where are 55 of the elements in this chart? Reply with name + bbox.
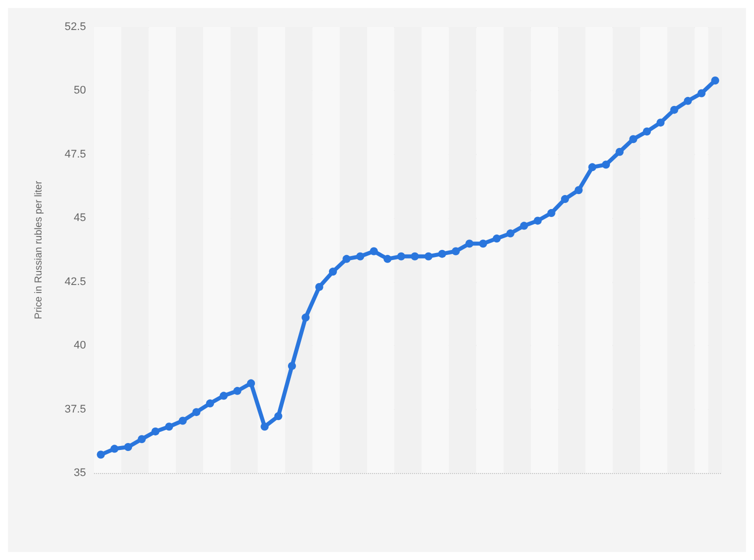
point: [670, 106, 678, 114]
point: [315, 282, 324, 291]
point: [165, 422, 174, 431]
point: [711, 76, 720, 85]
y-tick-label: 45: [74, 212, 86, 224]
point: [561, 195, 569, 204]
point: [274, 412, 282, 420]
point: [220, 392, 228, 400]
point: [588, 163, 596, 172]
y-tick-label: 42.5: [64, 276, 86, 288]
point: [642, 127, 651, 136]
point: [534, 216, 542, 225]
point: [629, 135, 638, 144]
point: [616, 148, 624, 156]
point: [138, 435, 146, 444]
point: [397, 252, 406, 260]
point: [465, 240, 474, 248]
point: [684, 96, 692, 105]
point: [547, 209, 556, 218]
point: [302, 314, 310, 322]
point: [124, 443, 132, 451]
point: [356, 252, 364, 260]
point: [506, 229, 514, 238]
point: [233, 386, 242, 395]
point: [151, 427, 160, 436]
point: [288, 362, 296, 370]
point: [384, 254, 392, 263]
point: [342, 254, 351, 263]
point: [206, 399, 214, 408]
y-tick-label: 47.5: [64, 148, 86, 160]
y-tick-label: 40: [74, 340, 86, 352]
point: [492, 234, 501, 243]
y-tick-label: 35: [74, 467, 86, 479]
y-axis-title: Price in Russian rubles per liter: [34, 180, 44, 320]
y-tick-label: 50: [74, 84, 86, 97]
point: [574, 186, 583, 194]
y-tick-label: 37.5: [64, 403, 86, 416]
point: [260, 422, 269, 431]
point: [178, 416, 187, 425]
point: [602, 160, 610, 169]
point: [247, 379, 255, 388]
point: [479, 240, 488, 248]
point: [656, 118, 665, 127]
point: [410, 252, 419, 260]
point: [96, 450, 105, 459]
point: [110, 444, 118, 453]
point: [424, 252, 432, 260]
point: [192, 408, 200, 416]
point: [520, 222, 528, 230]
point: [438, 250, 446, 258]
point: [452, 247, 460, 256]
point: [328, 268, 337, 276]
point: [698, 89, 706, 98]
point: [370, 247, 378, 256]
y-tick-label: 52.5: [64, 21, 86, 33]
